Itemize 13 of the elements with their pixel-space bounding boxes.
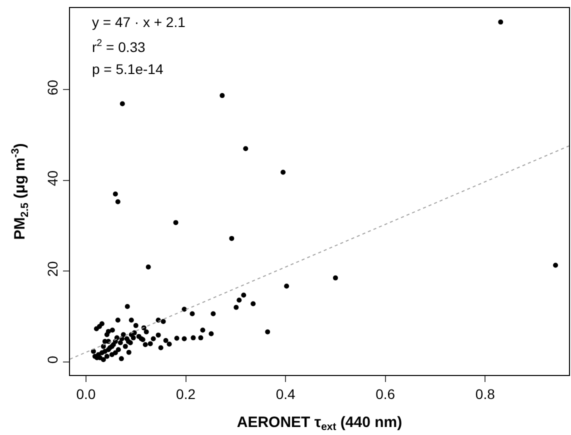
y-tick-label: 0 (44, 356, 60, 364)
x-tick-label: 0.0 (76, 386, 96, 402)
x-axis-title: AERONET τ$_{ext}$ (440 nm) (236, 414, 402, 433)
x-tick-label: 0.6 (376, 386, 396, 402)
y-tick-label: 60 (44, 80, 60, 96)
x-tick-label: 0.8 (475, 386, 496, 402)
y-tick-label: 20 (44, 261, 60, 277)
y-tick-label: 40 (44, 170, 60, 186)
x-tick-label: 0.2 (176, 386, 196, 402)
x-tick-label: 0.4 (276, 386, 296, 402)
annotation: p = 5.1e-14 (92, 61, 164, 77)
annotation: y = 47 · x + 2.1 (92, 14, 186, 30)
annotation: r$^{2}$ = 0.33 (92, 38, 146, 55)
